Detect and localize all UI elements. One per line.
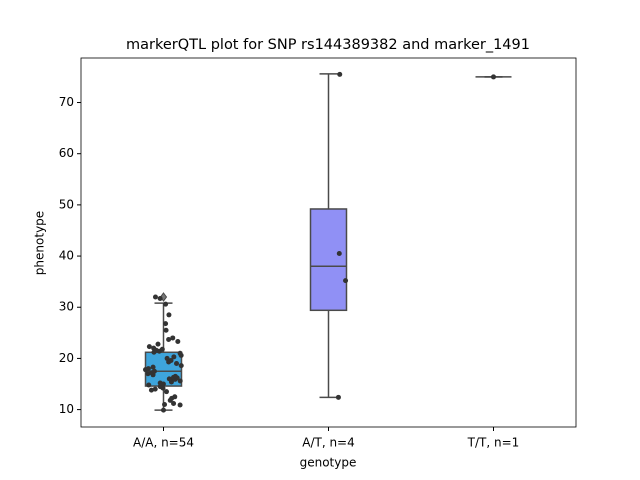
point [152, 294, 158, 300]
point [163, 389, 169, 395]
outlier [159, 292, 168, 302]
point [152, 386, 158, 392]
point [171, 354, 177, 360]
point [150, 364, 156, 370]
point [146, 382, 152, 388]
point [172, 373, 178, 379]
point [166, 376, 172, 382]
point [148, 387, 154, 393]
y-tick-label: 10 [59, 402, 74, 416]
point [336, 251, 342, 257]
y-tick-label: 20 [59, 351, 74, 365]
point [162, 401, 168, 407]
point [178, 363, 184, 369]
point [171, 400, 177, 406]
point [157, 296, 163, 302]
point [177, 402, 183, 408]
y-tick-label: 60 [59, 146, 74, 160]
point [343, 278, 349, 284]
point [157, 380, 163, 386]
point [170, 335, 176, 341]
point [166, 312, 172, 318]
x-tick-label: T/T, n=1 [467, 436, 520, 450]
plot-frame [80, 57, 577, 428]
point [491, 74, 496, 80]
y-tick-label: 70 [59, 95, 74, 109]
x-tick-label: A/T, n=4 [302, 436, 355, 450]
y-axis-label: phenotype [33, 211, 47, 275]
point [172, 394, 178, 400]
x-tick-label: A/A, n=54 [133, 436, 194, 450]
point [164, 355, 170, 361]
y-tick-label: 50 [59, 197, 74, 211]
point [151, 368, 157, 374]
point [166, 336, 172, 342]
point [177, 350, 183, 356]
point [163, 321, 169, 327]
point [145, 366, 151, 372]
point [163, 327, 169, 333]
point [146, 344, 152, 350]
point [335, 394, 341, 400]
point [163, 301, 169, 307]
point [168, 357, 174, 363]
x-axis-label: genotype [300, 456, 357, 470]
point [175, 339, 181, 345]
point [151, 345, 157, 351]
box [309, 208, 348, 312]
point [177, 378, 183, 384]
point [155, 341, 161, 347]
point [159, 346, 165, 352]
point [174, 361, 180, 367]
point [161, 407, 166, 413]
point [337, 71, 343, 77]
chart-title: markerQTL plot for SNP rs144389382 and m… [126, 37, 530, 53]
y-tick-label: 30 [59, 300, 74, 314]
y-tick-label: 40 [59, 249, 74, 263]
